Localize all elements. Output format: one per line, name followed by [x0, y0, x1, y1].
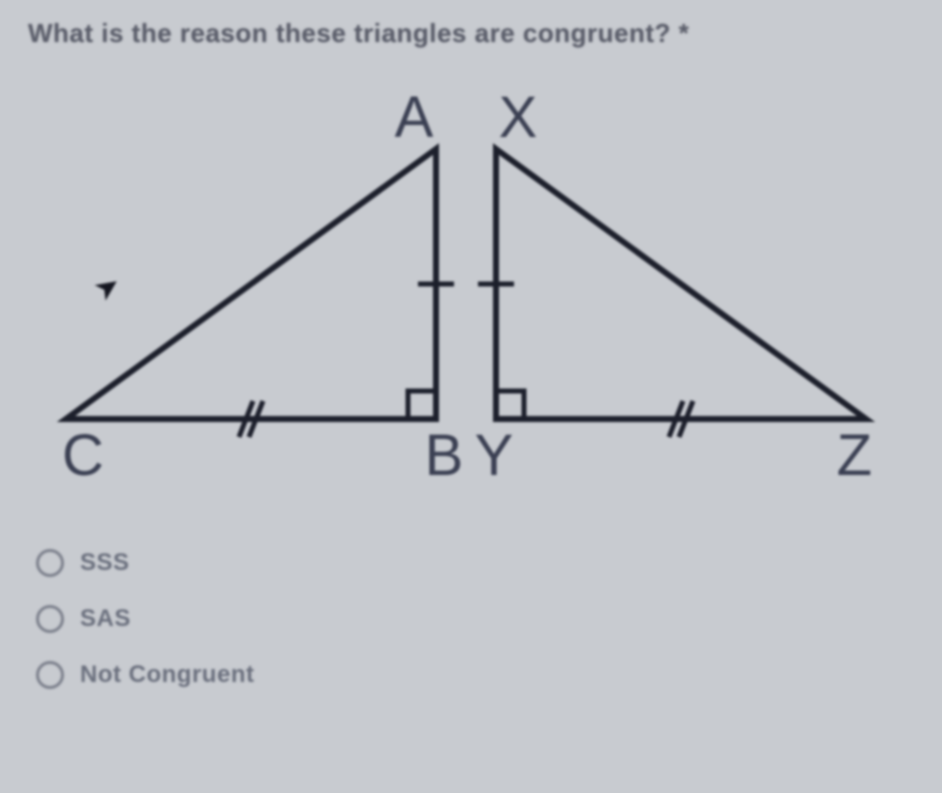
svg-text:Y: Y: [475, 423, 514, 488]
svg-text:B: B: [425, 423, 464, 488]
option-label: SAS: [80, 605, 131, 633]
option-label: Not Congruent: [80, 661, 254, 689]
triangles-figure: A X C BY Z: [36, 89, 906, 489]
svg-text:Z: Z: [837, 423, 872, 488]
options-group: SSS SAS Not Congruent: [28, 549, 914, 689]
radio-icon: [36, 549, 64, 577]
figure-container: A X C BY Z: [28, 89, 914, 489]
option-sas[interactable]: SAS: [36, 605, 914, 633]
option-sss[interactable]: SSS: [36, 549, 914, 577]
radio-icon: [36, 605, 64, 633]
option-not-congruent[interactable]: Not Congruent: [36, 661, 914, 689]
svg-text:C: C: [62, 423, 104, 488]
svg-text:X: X: [499, 89, 538, 150]
svg-text:A: A: [395, 89, 434, 150]
radio-icon: [36, 661, 64, 689]
question-text: What is the reason these triangles are c…: [28, 18, 914, 49]
option-label: SSS: [80, 549, 130, 577]
